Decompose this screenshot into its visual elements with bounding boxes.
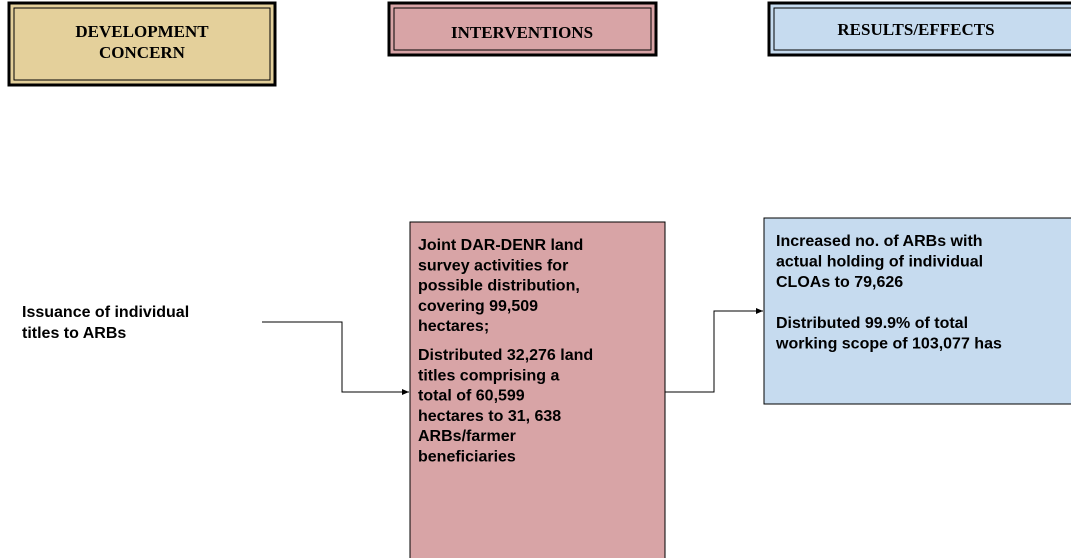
header-box	[387, 1, 658, 57]
header-box-inner	[13, 7, 271, 81]
results-text: Distributed 99.9% of total	[776, 315, 968, 332]
concern-text: titles to ARBs	[22, 325, 126, 342]
texts: DEVELOPMENT CONCERN INTERVENTIONS RESULTS/E…	[22, 20, 1002, 466]
interventions-text: titles comprising a	[418, 367, 559, 384]
interventions-text: Distributed 32,276 land	[418, 347, 593, 364]
interventions-text: hectares to 31, 638	[418, 408, 561, 425]
header-box-inner	[773, 7, 1071, 51]
results-text: working scope of 103,077 has	[775, 336, 1002, 353]
header-text: INTERVENTIONS	[451, 23, 593, 42]
header-box-inner	[393, 7, 652, 51]
header-box	[767, 1, 1071, 57]
interventions-text: total of 60,599	[418, 388, 525, 405]
interventions-text: covering 99,509	[418, 298, 538, 315]
header-text: DEVELOPMENT CONCERN	[75, 22, 209, 62]
header-text: RESULTS/EFFECTS	[837, 20, 994, 39]
header-boxes	[7, 1, 1071, 87]
results-box	[763, 217, 1071, 405]
results-text: actual holding of individual	[776, 254, 983, 271]
interventions-text: survey activities for	[418, 257, 568, 274]
interventions-text: beneficiaries	[418, 449, 516, 466]
connector-arrow	[262, 321, 409, 395]
results-text: CLOAs to 79,626	[776, 274, 903, 291]
header-box	[7, 1, 277, 87]
interventions-text: possible distribution,	[418, 278, 580, 295]
concern-text: Issuance of individual	[22, 304, 189, 321]
interventions-text: Joint DAR-DENR land	[418, 237, 583, 254]
interventions-text: hectares;	[418, 318, 489, 335]
interventions-text: ARBs/farmer	[418, 428, 516, 445]
connector-arrow	[665, 308, 763, 393]
interventions-box	[409, 221, 666, 558]
results-text: Increased no. of ARBs with	[776, 233, 983, 250]
